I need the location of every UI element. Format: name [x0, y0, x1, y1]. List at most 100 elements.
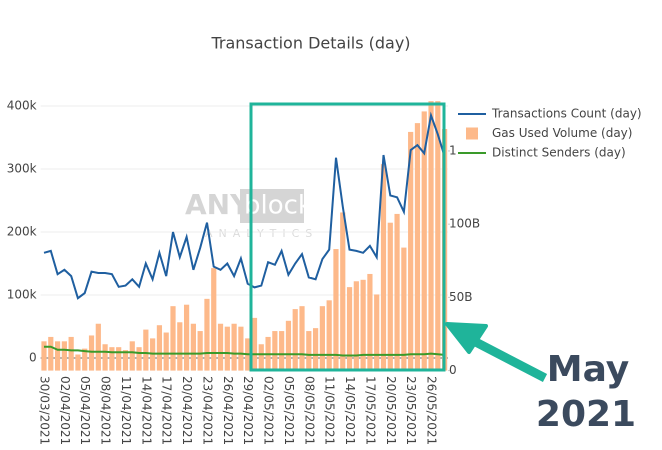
bar: [122, 350, 129, 371]
x-tick-label: 08/05/2021: [302, 376, 316, 445]
bar: [156, 325, 163, 371]
legend: Transactions Count (day) Gas Used Volume …: [456, 103, 656, 163]
y-tick-label: 100k: [7, 288, 37, 302]
highlight-box: [249, 102, 446, 372]
x-tick-label: 20/04/2021: [180, 376, 194, 445]
bar: [177, 322, 183, 371]
x-tick-label: 14/05/2021: [343, 376, 357, 445]
bar: [238, 326, 244, 371]
legend-swatch: [466, 127, 478, 140]
legend-background: [456, 103, 656, 163]
annotation-line: May: [547, 349, 629, 390]
bar: [204, 298, 210, 371]
bar: [88, 335, 95, 371]
y2-tick-label: 0: [449, 363, 457, 377]
bar: [61, 341, 67, 371]
line: [44, 345, 445, 357]
bar: [380, 164, 387, 371]
bar: [197, 331, 203, 371]
bar: [211, 268, 217, 371]
x-tick-label: 20/05/2021: [384, 376, 398, 445]
bar: [346, 287, 353, 371]
bar: [136, 347, 142, 371]
bar: [41, 341, 47, 371]
bar: [48, 336, 54, 371]
arrow-head: [445, 322, 488, 354]
legend-label: Distinct Senders (day): [492, 146, 626, 160]
bar: [129, 341, 135, 371]
x-tick-label: 30/03/2021: [37, 376, 51, 445]
bar: [102, 344, 108, 371]
arrow: [445, 322, 548, 382]
x-tick-label: 17/04/2021: [160, 376, 174, 445]
x-tick-label: 17/05/2021: [363, 376, 377, 445]
bar: [224, 326, 230, 371]
x-tick-label: 11/05/2021: [323, 376, 337, 445]
x-tick-label: 11/04/2021: [119, 376, 133, 445]
arrow-shaft: [465, 334, 548, 382]
bar: [421, 111, 427, 371]
x-tick-label: 23/04/2021: [200, 376, 214, 445]
x-tick-label: 26/04/2021: [221, 376, 235, 445]
bar: [401, 247, 407, 371]
bar: [217, 323, 224, 371]
bar: [285, 320, 292, 371]
legend-label: Gas Used Volume (day): [492, 126, 632, 140]
bar: [279, 331, 285, 371]
bar: [299, 306, 305, 371]
bar: [190, 323, 196, 371]
bar: [109, 347, 115, 371]
bar: [408, 131, 414, 371]
bar: [95, 323, 101, 371]
bar: [163, 332, 169, 371]
x-tick-label: 05/05/2021: [282, 376, 296, 445]
bar: [319, 306, 325, 371]
bar: [54, 341, 61, 371]
bar: [360, 279, 366, 371]
x-tick-label: 26/05/2021: [425, 376, 439, 445]
x-tick-label: 29/04/2021: [241, 376, 255, 445]
x-tick-label: 23/05/2021: [404, 376, 418, 445]
bar: [272, 331, 278, 371]
bar: [251, 317, 258, 371]
bar: [306, 331, 312, 371]
y-tick-label: 0: [29, 351, 37, 365]
y2-tick-label: 100B: [449, 217, 480, 231]
bar: [82, 348, 88, 371]
watermark-sub: ANALYTICS: [205, 227, 318, 240]
bar: [428, 101, 434, 371]
bar: [333, 249, 339, 371]
bar: [68, 336, 74, 371]
bar: [170, 306, 176, 371]
x-tick-label: 14/04/2021: [139, 376, 153, 445]
watermark-brand: ANY: [185, 188, 251, 221]
watermark-box-text: block: [244, 191, 313, 221]
bar: [312, 328, 319, 371]
bar: [326, 300, 332, 371]
bar: [374, 294, 380, 371]
bar: [394, 213, 400, 371]
x-tick-label: 05/04/2021: [78, 376, 92, 445]
x-tick-label: 08/04/2021: [99, 376, 113, 445]
y-tick-label: 400k: [7, 99, 37, 113]
bar: [258, 344, 264, 371]
bar: [353, 281, 359, 371]
bar: [75, 354, 81, 371]
bar: [435, 101, 441, 371]
bar: [340, 212, 346, 371]
bar: [367, 273, 373, 371]
legend-label: Transactions Count (day): [491, 107, 642, 121]
line: [43, 111, 446, 300]
watermark: ANY block ANALYTICS: [185, 188, 318, 240]
bar: [143, 329, 149, 371]
bar: [116, 347, 122, 371]
y-tick-label: 200k: [7, 225, 37, 239]
bar: [387, 222, 393, 371]
x-tick-label: 02/05/2021: [262, 376, 276, 445]
bar: [183, 304, 190, 371]
bar: [414, 123, 421, 371]
chart-title: Transaction Details (day): [210, 34, 410, 53]
x-tick-label: 02/04/2021: [58, 376, 72, 445]
annotation-line: 2021: [536, 394, 636, 435]
y-tick-label: 300k: [7, 162, 37, 176]
